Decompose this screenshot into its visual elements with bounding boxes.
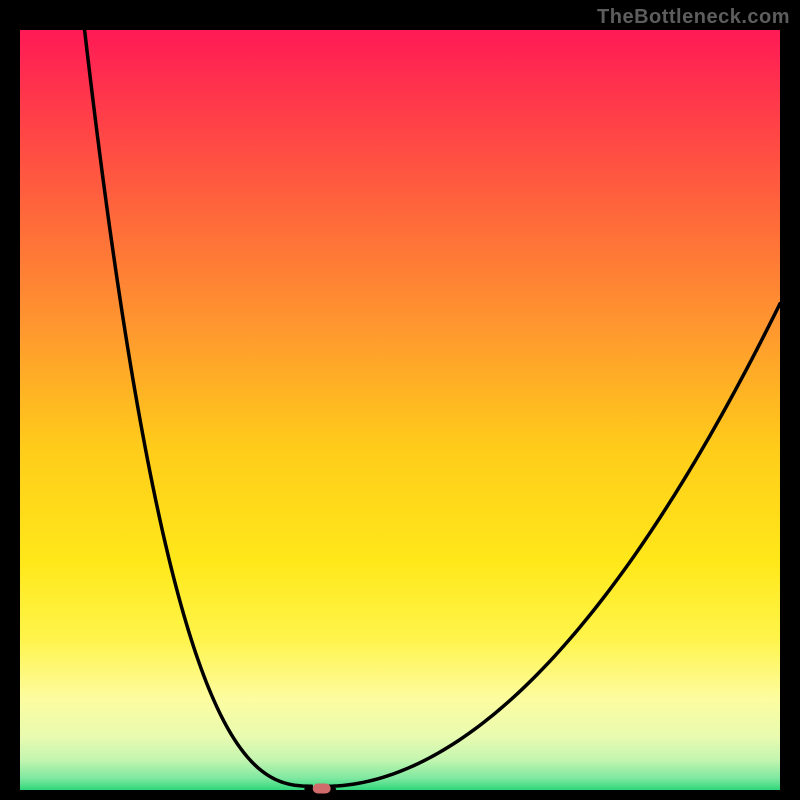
bottleneck-chart: TheBottleneck.com bbox=[0, 0, 800, 800]
chart-svg bbox=[0, 0, 800, 800]
chart-background bbox=[20, 30, 780, 790]
minimum-marker bbox=[313, 783, 331, 793]
watermark-text: TheBottleneck.com bbox=[597, 6, 790, 29]
